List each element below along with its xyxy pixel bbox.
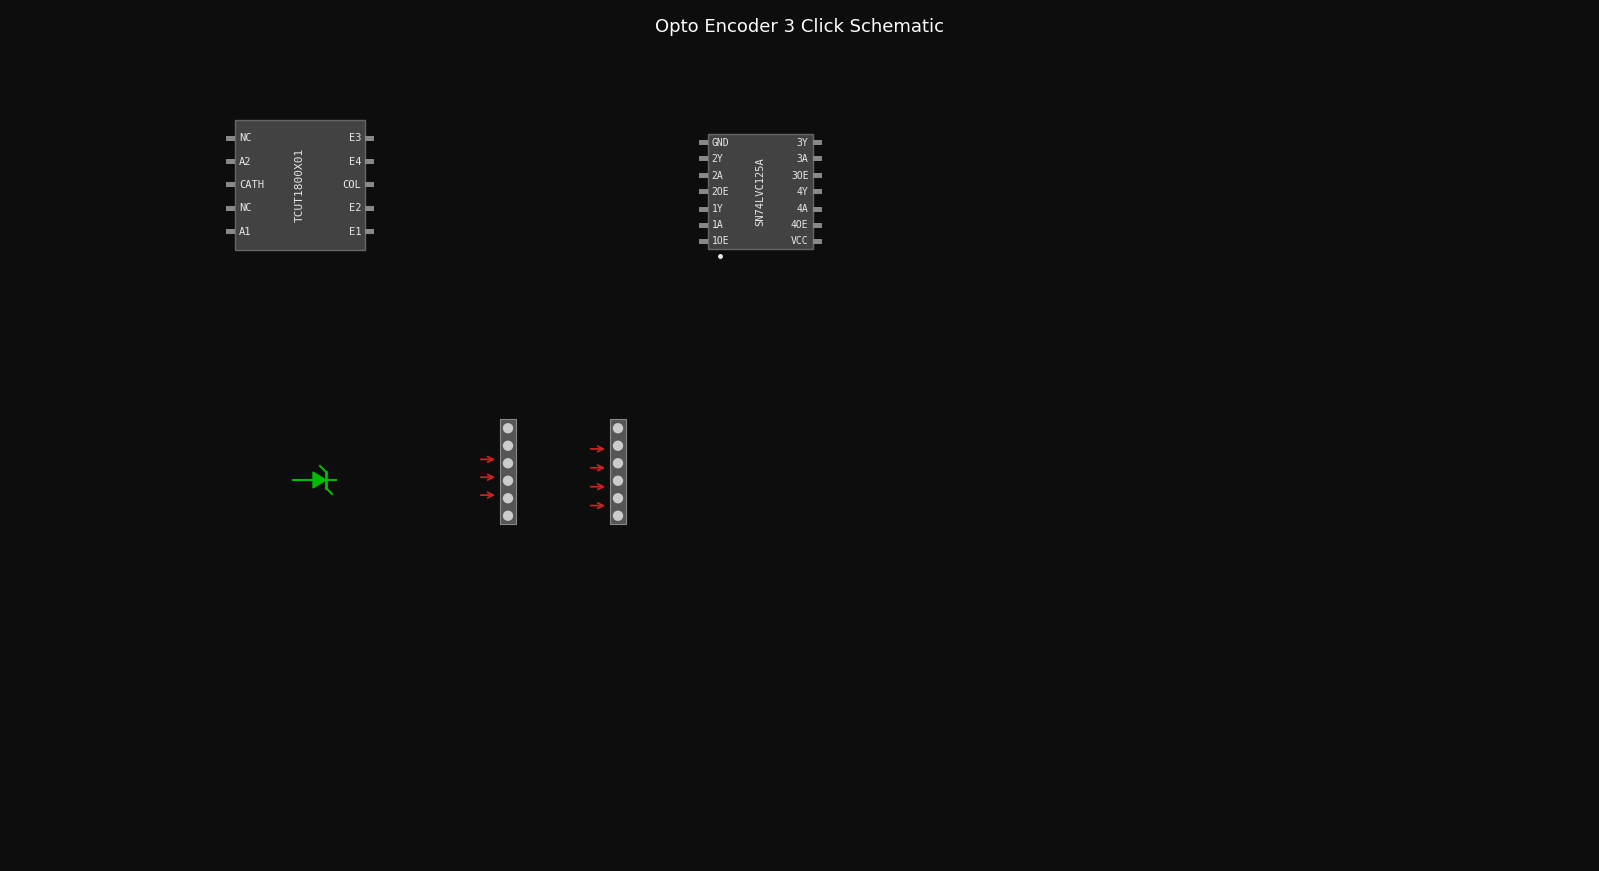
- Circle shape: [504, 494, 513, 503]
- Bar: [365, 183, 374, 187]
- Text: 3A: 3A: [796, 153, 809, 164]
- Bar: [365, 159, 374, 164]
- Text: E3: E3: [349, 133, 361, 143]
- Bar: [500, 420, 516, 524]
- Text: 3OE: 3OE: [792, 171, 809, 181]
- Bar: [812, 173, 822, 179]
- Bar: [365, 206, 374, 211]
- Bar: [225, 183, 235, 187]
- Circle shape: [614, 459, 622, 468]
- Bar: [365, 136, 374, 141]
- Text: Opto Encoder 3 Click Schematic: Opto Encoder 3 Click Schematic: [656, 18, 943, 36]
- Text: 2OE: 2OE: [712, 187, 729, 197]
- Bar: [699, 156, 707, 161]
- Bar: [812, 206, 822, 212]
- Bar: [225, 136, 235, 141]
- Bar: [812, 223, 822, 228]
- Text: E1: E1: [349, 226, 361, 237]
- Text: GND: GND: [712, 138, 729, 147]
- Text: A2: A2: [238, 157, 251, 166]
- Bar: [812, 239, 822, 244]
- Text: 3Y: 3Y: [796, 138, 809, 147]
- Bar: [699, 173, 707, 179]
- Bar: [707, 134, 812, 249]
- Text: 1OE: 1OE: [712, 236, 729, 246]
- Bar: [699, 206, 707, 212]
- Text: 1A: 1A: [712, 220, 723, 230]
- Bar: [812, 190, 822, 194]
- Bar: [225, 206, 235, 211]
- Text: 4OE: 4OE: [792, 220, 809, 230]
- Text: TCUT1800X01: TCUT1800X01: [294, 148, 305, 222]
- Text: COL: COL: [342, 180, 361, 190]
- Circle shape: [504, 511, 513, 520]
- Bar: [225, 229, 235, 234]
- Bar: [699, 223, 707, 228]
- Text: 2Y: 2Y: [712, 153, 723, 164]
- Text: 1Y: 1Y: [712, 205, 723, 214]
- Circle shape: [504, 442, 513, 450]
- Text: E4: E4: [349, 157, 361, 166]
- Circle shape: [504, 424, 513, 433]
- Bar: [609, 420, 625, 524]
- Text: 4Y: 4Y: [796, 187, 809, 197]
- Bar: [699, 140, 707, 145]
- Text: SN74LVC125A: SN74LVC125A: [755, 158, 764, 226]
- Text: NC: NC: [238, 204, 251, 213]
- Bar: [699, 190, 707, 194]
- Circle shape: [614, 511, 622, 520]
- Bar: [225, 159, 235, 164]
- Circle shape: [614, 494, 622, 503]
- Text: A1: A1: [238, 226, 251, 237]
- Bar: [699, 239, 707, 244]
- Circle shape: [614, 476, 622, 485]
- Bar: [812, 156, 822, 161]
- Bar: [365, 229, 374, 234]
- Text: E2: E2: [349, 204, 361, 213]
- Bar: [235, 120, 365, 250]
- Text: CATH: CATH: [238, 180, 264, 190]
- Bar: [812, 140, 822, 145]
- Text: NC: NC: [238, 133, 251, 143]
- Circle shape: [614, 442, 622, 450]
- Text: 4A: 4A: [796, 205, 809, 214]
- Circle shape: [504, 459, 513, 468]
- Polygon shape: [313, 472, 326, 488]
- Text: 2A: 2A: [712, 171, 723, 181]
- Text: VCC: VCC: [792, 236, 809, 246]
- Circle shape: [614, 424, 622, 433]
- Circle shape: [504, 476, 513, 485]
